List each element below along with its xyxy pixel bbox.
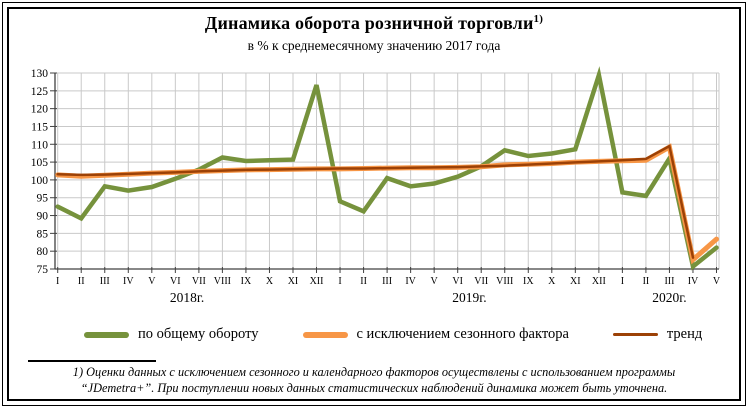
y-axis-label: 90 xyxy=(37,211,49,223)
month-label: VIII xyxy=(496,276,513,287)
series-line-0 xyxy=(55,66,719,271)
month-label: IV xyxy=(688,276,699,287)
footnote: 1) Оценки данных с исключением сезонного… xyxy=(14,365,734,396)
month-label: XI xyxy=(570,276,581,287)
footnote-separator xyxy=(28,360,156,362)
month-label: V xyxy=(148,276,156,287)
month-label: II xyxy=(78,276,85,287)
month-label: V xyxy=(713,276,721,287)
footnote-line-2: “JDemetra+”. При поступлении новых данны… xyxy=(80,380,668,395)
y-axis-label: 110 xyxy=(31,139,48,151)
y-axis-label: 125 xyxy=(31,86,49,98)
month-label: IX xyxy=(241,276,252,287)
year-label: 2018г. xyxy=(170,290,204,305)
footnote-reference: 1) xyxy=(533,13,544,25)
y-axis-label: 95 xyxy=(37,193,49,205)
month-label: IX xyxy=(523,276,534,287)
month-label: III xyxy=(382,276,392,287)
y-axis-label: 115 xyxy=(31,121,48,133)
y-axis-label: 100 xyxy=(31,175,49,187)
month-label: I xyxy=(338,276,341,287)
month-label: V xyxy=(431,276,439,287)
year-label: 2019г. xyxy=(452,290,486,305)
month-label: VI xyxy=(170,276,181,287)
month-label: II xyxy=(643,276,650,287)
legend-label: тренд xyxy=(666,326,703,342)
legend-item-1: с исключением сезонного фактора xyxy=(302,326,569,343)
month-label: X xyxy=(548,276,556,287)
chart-subtitle: в % к среднемесячному значению 2017 года xyxy=(247,38,501,53)
month-label: III xyxy=(100,276,110,287)
y-axis-label: 80 xyxy=(37,246,49,258)
y-axis-label: 120 xyxy=(31,104,49,116)
month-label: IV xyxy=(405,276,416,287)
month-label: VI xyxy=(452,276,463,287)
chart-legend: по общему обороту с исключением сезонного… xyxy=(84,326,708,343)
legend-swatch-icon xyxy=(612,333,658,336)
legend-swatch-icon xyxy=(302,331,348,338)
legend-item-2: тренд xyxy=(612,326,703,343)
month-label: II xyxy=(360,276,367,287)
month-label: XII xyxy=(592,276,606,287)
month-label: VII xyxy=(192,276,206,287)
month-label: VIII xyxy=(214,276,231,287)
y-axis-label: 75 xyxy=(37,264,49,276)
legend-swatch-icon xyxy=(84,331,129,338)
month-label: X xyxy=(266,276,274,287)
footnote-line-1: 1) Оценки данных с исключением сезонного… xyxy=(72,365,676,379)
month-label: III xyxy=(664,276,674,287)
page-title: Динамика оборота розничной торговли1) xyxy=(0,13,748,34)
y-axis-label: 85 xyxy=(37,228,49,240)
page-title-text: Динамика оборота розничной торговли xyxy=(204,13,534,33)
legend-label: с исключением сезонного фактора xyxy=(356,326,569,342)
series-line-2 xyxy=(56,144,695,259)
y-axis-label: 105 xyxy=(31,157,49,169)
month-label: XI xyxy=(288,276,299,287)
month-label: IV xyxy=(123,276,134,287)
legend-item-0: по общему обороту xyxy=(84,326,259,343)
year-label: 2020г. xyxy=(652,290,686,305)
month-label: I xyxy=(621,276,624,287)
month-label: I xyxy=(56,276,59,287)
legend-label: по общему обороту xyxy=(138,326,259,342)
month-label: XII xyxy=(310,276,324,287)
y-axis-label: 130 xyxy=(31,68,49,80)
month-label: VII xyxy=(474,276,488,287)
inner-frame xyxy=(7,7,741,401)
